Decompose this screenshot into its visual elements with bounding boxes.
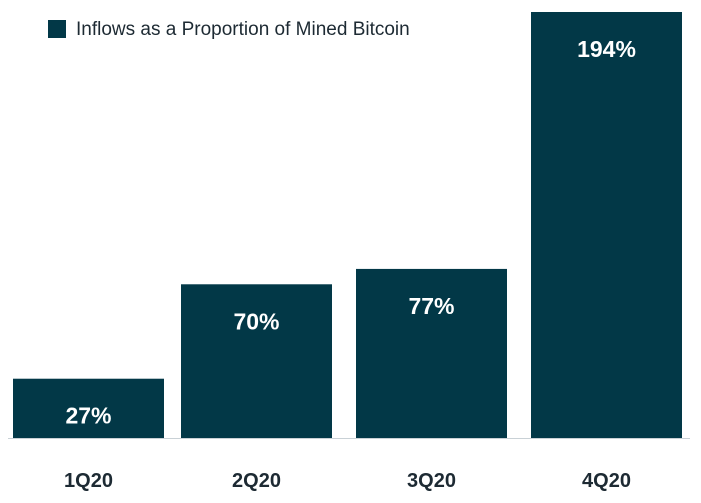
legend: Inflows as a Proportion of Mined Bitcoin	[48, 19, 410, 40]
x-tick-1Q20: 1Q20	[64, 470, 113, 492]
bar-2Q20	[181, 284, 332, 438]
bar-4Q20	[531, 12, 682, 438]
bars: 27% 70% 77% 194%	[13, 12, 682, 438]
data-label-4Q20: 194%	[577, 36, 636, 62]
legend-label: Inflows as a Proportion of Mined Bitcoin	[76, 19, 410, 40]
data-label-1Q20: 27%	[65, 403, 111, 429]
bar-1Q20	[13, 378, 164, 438]
x-tick-2Q20: 2Q20	[232, 470, 281, 492]
x-tick-4Q20: 4Q20	[582, 470, 631, 492]
x-axis-ticks: 1Q20 2Q20 3Q20 4Q20	[64, 470, 631, 492]
bar-3Q20	[356, 268, 507, 438]
data-label-3Q20: 77%	[408, 293, 454, 319]
x-tick-3Q20: 3Q20	[407, 470, 456, 492]
legend-swatch	[48, 20, 66, 38]
data-label-2Q20: 70%	[233, 308, 279, 334]
